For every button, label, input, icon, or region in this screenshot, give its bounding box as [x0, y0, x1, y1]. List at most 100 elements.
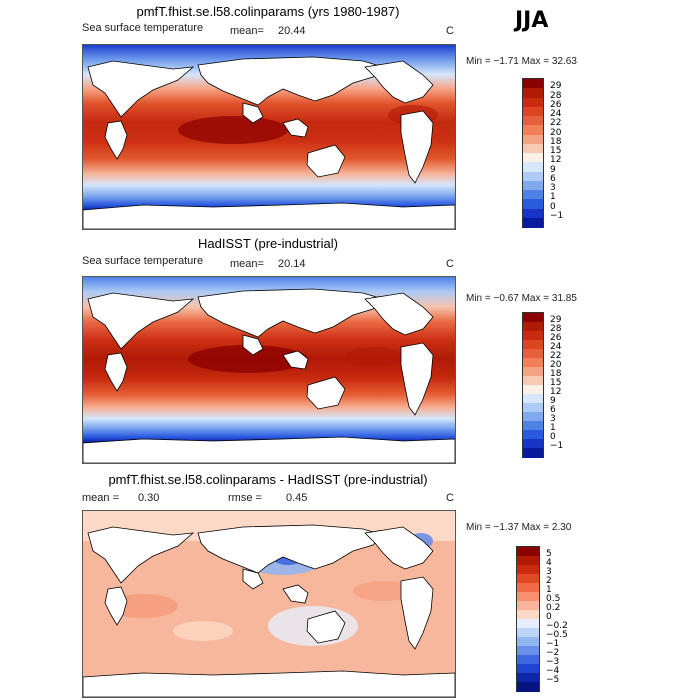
colorbar-swatch	[523, 97, 543, 108]
colorbar-tick-label: 29	[550, 315, 562, 325]
panel3-colorbar	[516, 546, 540, 692]
colorbar-swatch	[523, 340, 543, 350]
colorbar-tick-label: −1	[546, 639, 560, 649]
panel1-field-label: Sea surface temperature	[82, 22, 204, 34]
colorbar-swatch	[517, 682, 539, 692]
colorbar-tick-label: 20	[550, 360, 562, 370]
panel3-map-svg	[83, 511, 455, 697]
colorbar-tick-label: 0	[550, 201, 556, 212]
colorbar-swatch	[517, 628, 539, 638]
panel2-units: C	[446, 258, 454, 270]
colorbar-tick-label: 18	[550, 136, 562, 147]
colorbar-tick-label: 22	[550, 118, 562, 129]
colorbar-swatch	[523, 79, 543, 89]
panel1-mean-label: mean=	[230, 25, 264, 37]
colorbar-swatch	[523, 180, 543, 191]
colorbar-swatch	[523, 125, 543, 135]
colorbar-swatch	[523, 322, 543, 332]
colorbar-tick-label: 3	[550, 183, 556, 193]
colorbar-tick-label: 0	[550, 432, 556, 442]
colorbar-tick-label: 15	[550, 146, 562, 156]
colorbar-tick-label: 26	[550, 333, 562, 343]
panel1-map	[82, 44, 456, 230]
colorbar-swatch	[523, 190, 543, 200]
colorbar-swatch	[523, 116, 543, 126]
panel1-map-svg	[83, 45, 455, 229]
colorbar-tick-label: 24	[550, 109, 562, 119]
colorbar-tick-label: 3	[546, 567, 552, 577]
colorbar-tick-label: 1	[550, 192, 556, 203]
colorbar-swatch	[523, 430, 543, 440]
colorbar-tick-label: −3	[546, 657, 560, 667]
panel3-title: pmfT.fhist.se.l58.colinparams - HadISST …	[108, 472, 428, 487]
colorbar-tick-label: 28	[550, 324, 562, 334]
colorbar-swatch	[517, 592, 539, 602]
panel2-map	[82, 276, 456, 464]
colorbar-tick-label: 24	[550, 342, 562, 352]
colorbar-tick-label: 9	[550, 164, 556, 175]
panel2-minmax: Min = −0.67 Max = 31.85	[466, 293, 577, 304]
colorbar-swatch	[517, 601, 539, 611]
colorbar-swatch	[517, 646, 539, 656]
colorbar-swatch	[523, 367, 543, 377]
colorbar-tick-label: 1	[546, 585, 552, 595]
colorbar-tick-label: 0.2	[546, 603, 561, 613]
colorbar-tick-label: −0.2	[546, 621, 568, 631]
colorbar-swatch	[523, 153, 543, 163]
colorbar-swatch	[523, 412, 543, 422]
colorbar-tick-label: 20	[550, 127, 562, 138]
colorbar-tick-label: 28	[550, 90, 562, 101]
panel2-title: HadISST (pre-industrial)	[198, 236, 338, 251]
colorbar-tick-label: 4	[546, 558, 552, 568]
colorbar-tick-label: 2	[546, 576, 552, 586]
colorbar-tick-label: 1	[550, 423, 556, 433]
colorbar-swatch	[523, 134, 543, 145]
colorbar-tick-label: 12	[550, 155, 562, 166]
colorbar-swatch	[523, 88, 543, 98]
colorbar-swatch	[523, 171, 543, 182]
colorbar-tick-label: 18	[550, 369, 562, 379]
colorbar-tick-label: 22	[550, 351, 562, 361]
panel3-units: C	[446, 492, 454, 504]
colorbar-tick-label: 15	[550, 378, 562, 388]
colorbar-tick-label: 29	[550, 81, 562, 92]
panel3-mean-value: 0.30	[138, 492, 160, 504]
colorbar-tick-label: 9	[550, 396, 556, 406]
panel3-map	[82, 510, 456, 698]
panel3-rmse-label: rmse =	[228, 492, 262, 504]
colorbar-swatch	[517, 619, 539, 629]
colorbar-tick-label: 6	[550, 173, 556, 184]
panel2-map-svg	[83, 277, 455, 463]
colorbar-swatch	[517, 673, 539, 683]
colorbar-swatch	[523, 385, 543, 395]
colorbar-swatch	[523, 421, 543, 431]
colorbar-swatch	[523, 208, 543, 219]
colorbar-tick-label: −0.5	[546, 630, 568, 640]
colorbar-swatch	[517, 637, 539, 647]
colorbar-tick-label: −5	[546, 675, 560, 685]
colorbar-tick-label: 3	[550, 414, 556, 424]
colorbar-swatch	[523, 106, 543, 117]
panel1-colorbar	[522, 78, 544, 228]
colorbar-tick-label: 0.5	[546, 594, 561, 604]
colorbar-swatch	[523, 439, 543, 449]
colorbar-tick-label: −4	[546, 666, 560, 676]
panel1-title: pmfT.fhist.se.l58.colinparams (yrs 1980-…	[136, 4, 400, 19]
panel2-field-label: Sea surface temperature	[82, 255, 204, 267]
colorbar-swatch	[523, 403, 543, 413]
panel2-mean-value: 20.14	[278, 258, 306, 270]
colorbar-swatch	[523, 349, 543, 359]
panel3-mean-label: mean =	[82, 492, 119, 504]
colorbar-swatch	[517, 574, 539, 584]
panel1-minmax: Min = −1.71 Max = 32.63	[466, 56, 577, 67]
colorbar-swatch	[517, 547, 539, 557]
panel3-minmax: Min = −1.37 Max = 2.30	[466, 522, 572, 533]
colorbar-tick-label: −1	[550, 441, 564, 451]
panel2-colorbar	[522, 312, 544, 458]
panel1-mean-value: 20.44	[278, 25, 306, 37]
colorbar-swatch	[523, 199, 543, 209]
colorbar-tick-label: 26	[550, 99, 562, 110]
colorbar-swatch	[523, 394, 543, 404]
colorbar-tick-label: −1	[550, 210, 564, 221]
colorbar-tick-label: −2	[546, 648, 560, 658]
